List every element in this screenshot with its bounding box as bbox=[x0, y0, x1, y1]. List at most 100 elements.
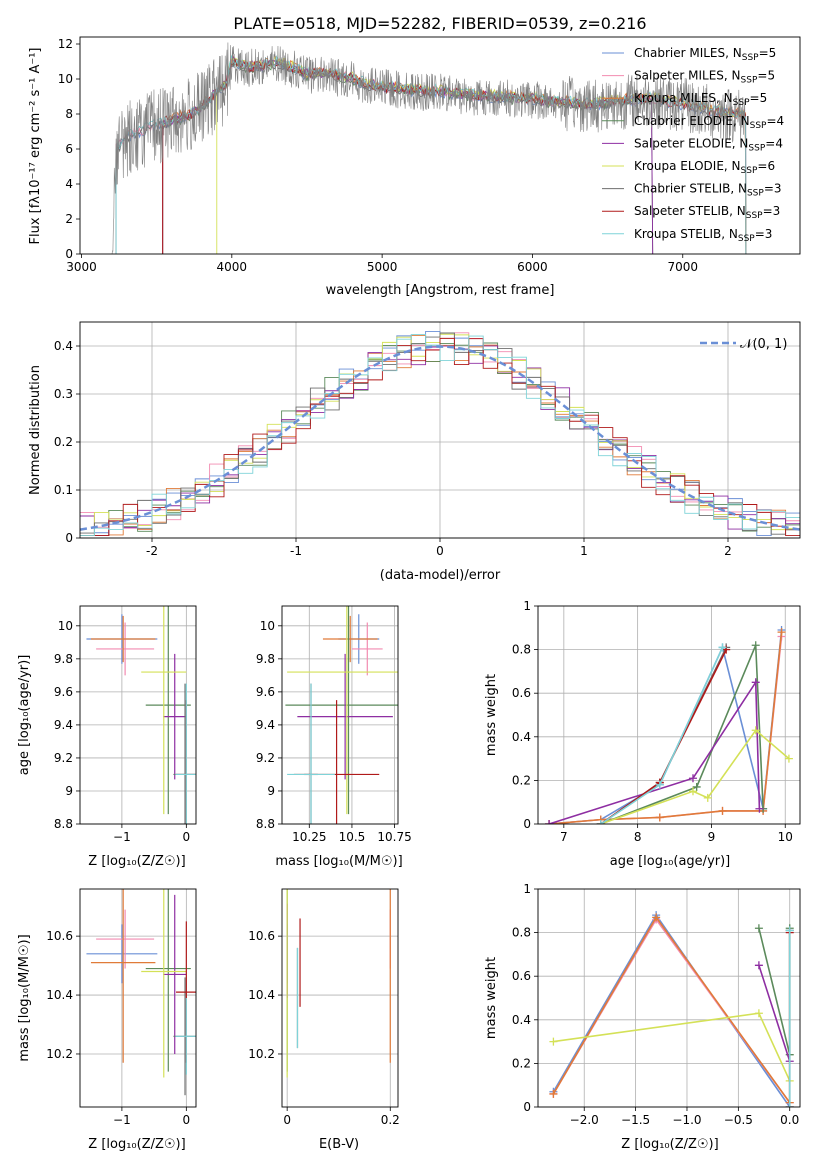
mass_vs_Z-frame bbox=[79, 888, 197, 1108]
residuals-ytick-label-1: 0.1 bbox=[54, 483, 73, 497]
mass_weight_vs_age-line-salpeter-elodie bbox=[548, 679, 761, 824]
mass_vs_ebv-plot-area bbox=[286, 889, 391, 1078]
mass_weight_vs_age-ytick-label-2: 0.4 bbox=[512, 730, 531, 744]
mass_weight_vs_age-line-chabrier-miles bbox=[549, 629, 783, 824]
spectrum-xlabel: wavelength [Angstrom, rest frame] bbox=[326, 283, 555, 298]
age_vs_mass-frame bbox=[281, 605, 399, 825]
age_vs_Z-ytick-label-6: 10 bbox=[58, 619, 73, 633]
spectrum-ytick-label-5: 10 bbox=[58, 72, 73, 86]
age_vs_mass-ytick-label-5: 9.8 bbox=[256, 652, 275, 666]
mass_weight_vs_Z-plot-area bbox=[549, 911, 794, 1107]
panel-spectrum: Flux [fλ10⁻¹⁷ erg cm⁻² s⁻¹ A⁻¹] waveleng… bbox=[28, 48, 554, 299]
mass_weight_vs_Z-marker-kroupa-stelib-0 bbox=[785, 1103, 794, 1107]
residuals-xtick-label-3: 1 bbox=[580, 544, 588, 558]
mass_weight_vs_Z-ytick-label-1: 0.2 bbox=[512, 1056, 531, 1070]
spectrum-legend-label-5: Kroupa ELODIE, NSSP=6 bbox=[634, 159, 775, 176]
mass_weight_vs_Z-ytick-label-2: 0.4 bbox=[512, 1013, 531, 1027]
spectrum-legend-label-8: Kroupa STELIB, NSSP=3 bbox=[634, 227, 772, 244]
residuals-ytick-label-0: 0 bbox=[65, 531, 73, 545]
mass_weight_vs_age-xtick-label-0: 7 bbox=[560, 830, 568, 844]
spectrum-legend-label-6: Chabrier STELIB, NSSP=3 bbox=[634, 182, 782, 199]
residuals-ytick-label-2: 0.2 bbox=[54, 435, 73, 449]
mass_weight_vs_Z-marker-chabrier-elodie-0 bbox=[754, 924, 763, 933]
mass_weight_vs_Z-marker-kroupa-elodie-0 bbox=[549, 1037, 558, 1046]
spectrum-xtick-label-2: 5000 bbox=[367, 260, 398, 274]
residuals-xtick-label-0: -2 bbox=[146, 544, 158, 558]
spectrum-model-chabrier-stelib bbox=[115, 59, 747, 254]
age_vs_Z-ytick-label-0: 8.8 bbox=[54, 817, 73, 831]
mass_weight_vs_Z-line-chabrier-miles bbox=[552, 913, 791, 1107]
mass_weight_vs_age-xtick-label-3: 10 bbox=[778, 830, 793, 844]
panel-age-vs-mass: mass [log₁₀(M/M☉)] bbox=[275, 854, 402, 869]
mass_vs_Z-ytick-label-1: 10.4 bbox=[46, 988, 73, 1002]
panel-mass-vs-ebv: E(B-V) bbox=[319, 1137, 359, 1152]
panel-weight-vs-age: mass weight age [log₁₀(age/yr)] bbox=[484, 674, 730, 869]
age_vs_Z-ytick-label-4: 9.6 bbox=[54, 685, 73, 699]
residuals-ytick-label-4: 0.4 bbox=[54, 339, 73, 353]
residuals-ytick-label-3: 0.3 bbox=[54, 387, 73, 401]
mass_weight_vs_Z-xtick-label-3: −0.5 bbox=[724, 1113, 753, 1127]
mass_weight_vs_age-line-salpeter-miles bbox=[549, 636, 783, 824]
weight-vs-age-xlabel: age [log₁₀(age/yr)] bbox=[610, 854, 731, 869]
residuals-xtick-label-2: 0 bbox=[436, 544, 444, 558]
mass_weight_vs_Z-ytick-label-5: 1 bbox=[523, 882, 531, 896]
mass_weight_vs_age-marker-kroupa-miles-5 bbox=[777, 628, 786, 637]
age_vs_mass-plot-area bbox=[285, 606, 398, 824]
spectrum-legend-label-4: Salpeter ELODIE, NSSP=4 bbox=[634, 136, 783, 153]
spectrum-ytick-label-2: 4 bbox=[65, 177, 73, 191]
panel-age-vs-z: age [log₁₀(age/yr)] Z [log₁₀(Z/Z☉)] bbox=[17, 655, 186, 869]
spectrum-frame bbox=[79, 36, 801, 255]
spectrum-ytick-label-0: 0 bbox=[65, 247, 73, 261]
mass_weight_vs_age-ytick-label-4: 0.8 bbox=[512, 643, 531, 657]
mass_weight_vs_age-line-chabrier-elodie bbox=[600, 644, 764, 824]
mass_vs_ebv-xtick-label-0: 0 bbox=[283, 1113, 291, 1127]
spectrum-ytick-label-4: 8 bbox=[65, 107, 73, 121]
spectrum-plot-area bbox=[111, 42, 747, 254]
age_vs_Z-xtick-label-0: −1 bbox=[113, 830, 131, 844]
mass_weight_vs_age-marker-kroupa-stelib-0 bbox=[596, 820, 605, 824]
mass_weight_vs_age-marker-kroupa-stelib-1 bbox=[655, 780, 664, 789]
spectrum-model-kroupa-stelib bbox=[115, 54, 747, 254]
mass_weight_vs_Z-xtick-label-4: 0.0 bbox=[780, 1113, 799, 1127]
mass_weight_vs_Z-marker-salpeter-elodie-0 bbox=[754, 961, 763, 970]
weight-vs-age-ylabel: mass weight bbox=[484, 674, 499, 756]
mass_weight_vs_Z-xtick-label-0: −2.0 bbox=[570, 1113, 599, 1127]
spectrum-model-salpeter-miles bbox=[115, 57, 747, 254]
mass_weight_vs_Z-ytick-label-4: 0.8 bbox=[512, 926, 531, 940]
residual-normal-curve bbox=[80, 345, 800, 531]
age_vs_Z-ytick-label-3: 9.4 bbox=[54, 718, 73, 732]
residuals-frame bbox=[79, 321, 801, 539]
mass_weight_vs_age-frame bbox=[537, 605, 801, 825]
mass_weight_vs_age-marker-salpeter-elodie-0 bbox=[545, 820, 554, 824]
residuals-xtick-label-4: 2 bbox=[724, 544, 732, 558]
mass_vs_Z-ytick-label-0: 10.2 bbox=[46, 1047, 73, 1061]
spectrum-legend-label-3: Chabrier ELODIE, NSSP=4 bbox=[634, 114, 784, 131]
spectrum-legend-label-1: Salpeter MILES, NSSP=5 bbox=[634, 69, 775, 86]
mass_weight_vs_age-marker-kroupa-miles-2 bbox=[655, 813, 664, 822]
panel-residuals: Normed distribution (data-model)/error bbox=[28, 365, 501, 583]
spectrum-xtick-label-1: 4000 bbox=[217, 260, 248, 274]
mass_weight_vs_Z-marker-kroupa-elodie-1 bbox=[754, 1009, 763, 1018]
spectrum-legend-label-2: Kroupa MILES, NSSP=5 bbox=[634, 91, 767, 108]
age_vs_Z-xtick-label-1: 0 bbox=[183, 830, 191, 844]
mass_weight_vs_age-marker-salpeter-elodie-3 bbox=[755, 804, 764, 813]
mass_weight_vs_age-marker-kroupa-elodie-2 bbox=[703, 793, 712, 802]
age_vs_Z-ytick-label-5: 9.8 bbox=[54, 652, 73, 666]
spectrum-legend-label-7: Salpeter STELIB, NSSP=3 bbox=[634, 204, 780, 221]
age_vs_Z-ytick-label-2: 9.2 bbox=[54, 751, 73, 765]
weight-vs-z-xlabel: Z [log₁₀(Z/Z☉)] bbox=[621, 1137, 718, 1152]
mass_weight_vs_age-ytick-label-1: 0.2 bbox=[512, 773, 531, 787]
spectrum-ytick-label-6: 12 bbox=[58, 37, 73, 51]
mass-vs-z-ylabel: mass [log₁₀(M/M☉)] bbox=[17, 934, 32, 1061]
mass_weight_vs_Z-marker-kroupa-miles-0 bbox=[549, 1089, 558, 1098]
mass_weight_vs_Z-line-salpeter-miles bbox=[552, 918, 791, 1104]
mass_vs_ebv-frame bbox=[281, 888, 399, 1108]
age_vs_mass-ytick-label-3: 9.4 bbox=[256, 718, 275, 732]
spectrum-observed-line bbox=[111, 42, 746, 254]
residual-hist-chabrier-stelib bbox=[80, 332, 800, 535]
spectrum-ytick-label-1: 2 bbox=[65, 212, 73, 226]
residuals-plot-area bbox=[80, 330, 800, 537]
age_vs_Z-frame bbox=[79, 605, 197, 825]
age-vs-mass-xlabel: mass [log₁₀(M/M☉)] bbox=[275, 854, 402, 869]
